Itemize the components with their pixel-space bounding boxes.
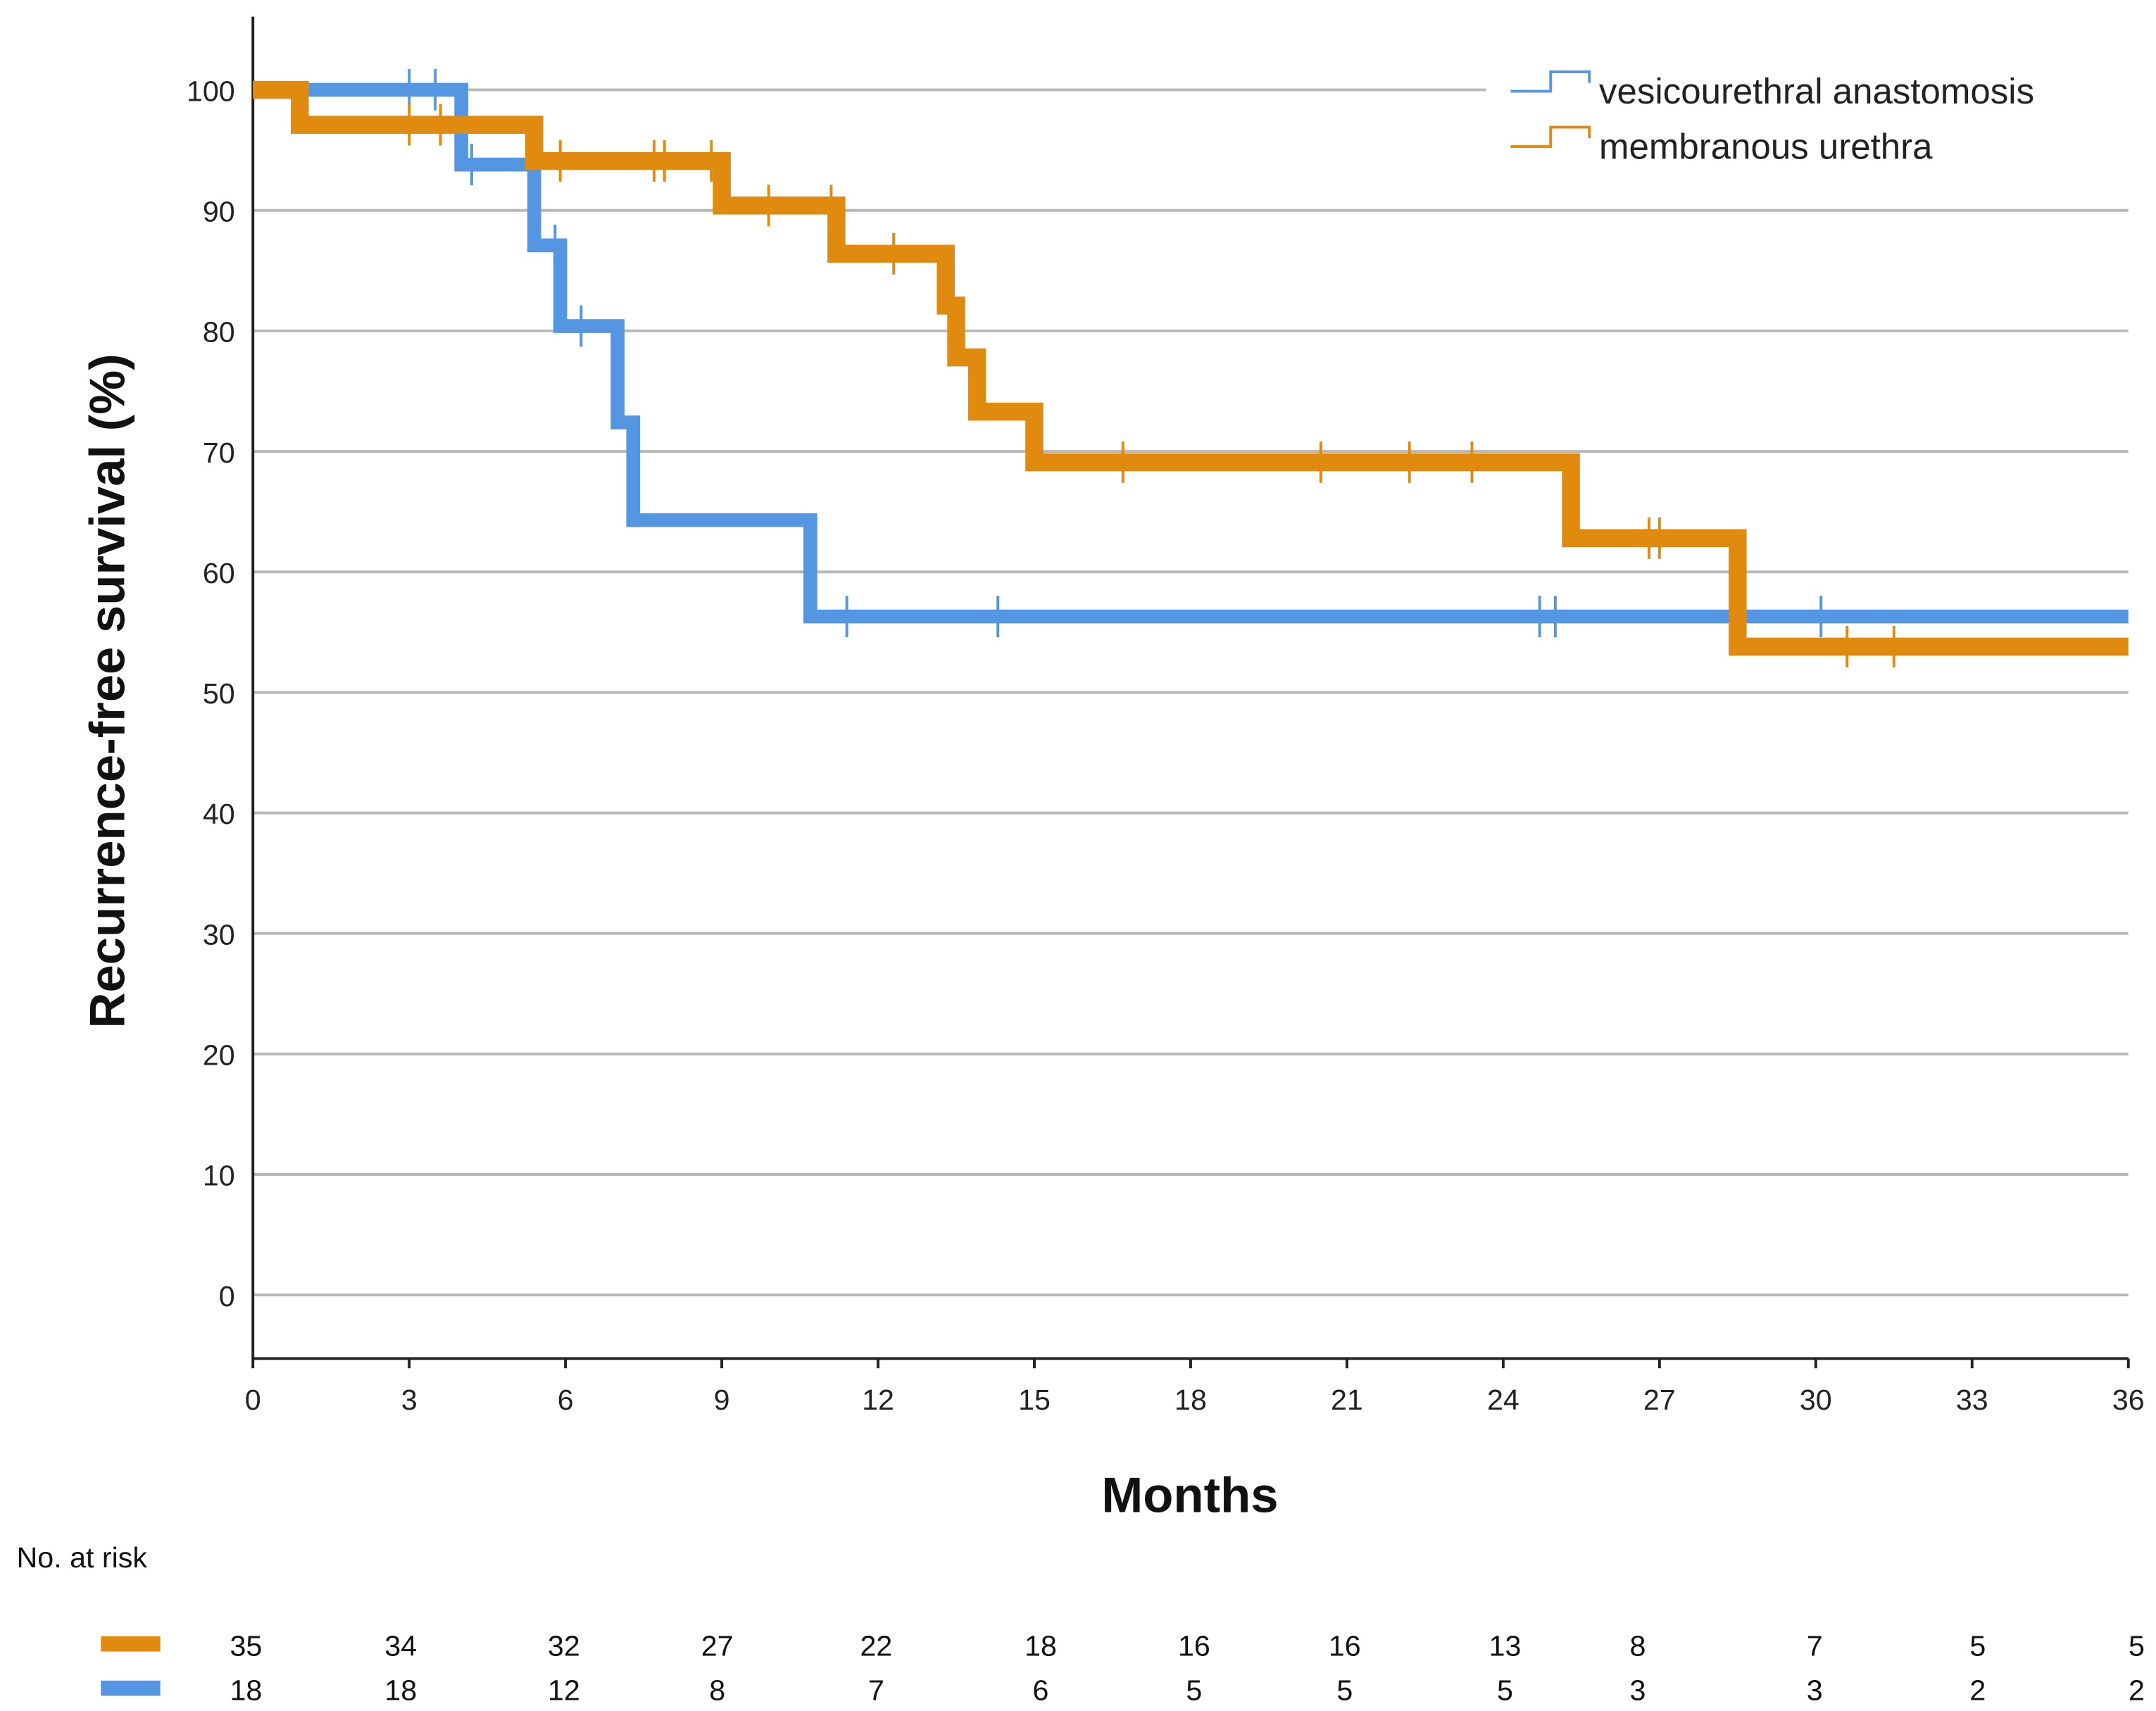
- y-tick-label: 100: [187, 75, 235, 107]
- risk-count: 3: [1629, 1674, 1646, 1706]
- risk-count: 18: [1024, 1629, 1057, 1662]
- risk-count: 5: [2129, 1629, 2145, 1662]
- risk-count: 12: [548, 1674, 580, 1706]
- risk-count: 3: [1807, 1674, 1823, 1706]
- x-tick-label: 18: [1174, 1384, 1207, 1416]
- risk-count: 2: [1969, 1674, 1986, 1706]
- x-tick-label: 30: [1800, 1384, 1832, 1416]
- x-tick-label: 6: [558, 1384, 574, 1416]
- y-tick-label: 10: [203, 1160, 235, 1192]
- risk-count: 6: [1033, 1674, 1049, 1706]
- risk-count: 13: [1489, 1629, 1522, 1662]
- legend-label: membranous urethra: [1599, 127, 1933, 167]
- y-tick-label: 0: [219, 1280, 235, 1312]
- survival-curves: [253, 69, 2129, 668]
- x-tick-label: 0: [245, 1384, 261, 1416]
- risk-count: 16: [1329, 1629, 1361, 1662]
- risk-count: 16: [1178, 1629, 1210, 1662]
- risk-count: 8: [709, 1674, 725, 1706]
- survival-curve-membranous: [253, 80, 2129, 656]
- risk-count: 8: [1629, 1629, 1646, 1662]
- x-tick-label: 21: [1331, 1384, 1363, 1416]
- x-axis-label: Months: [1101, 1467, 1278, 1522]
- gridlines: [253, 88, 2129, 1297]
- risk-count: 32: [548, 1629, 580, 1662]
- risk-table: 35 34 32 27 22 18 16 16 13 8 7 5 518 18 12 8 7 6 5 5 5 3 3 2 2: [101, 1629, 2145, 1706]
- y-tick-label: 30: [203, 918, 235, 951]
- x-tick-label: 15: [1018, 1384, 1051, 1416]
- risk-count: 27: [701, 1629, 734, 1662]
- risk-count: 5: [1969, 1629, 1986, 1662]
- risk-count: 18: [384, 1674, 417, 1706]
- risk-count: 35: [230, 1629, 262, 1662]
- legend: vesicourethral anastomosis membranous ure…: [1510, 70, 2034, 167]
- y-tick-label: 20: [203, 1039, 235, 1072]
- legend-label: vesicourethral anastomosis: [1599, 71, 2034, 111]
- risk-table-title: No. at risk: [17, 1541, 148, 1574]
- risk-count: 5: [1186, 1674, 1202, 1706]
- risk-count: 34: [384, 1629, 417, 1662]
- y-tick-label: 80: [203, 316, 235, 349]
- risk-count: 2: [2129, 1674, 2145, 1706]
- x-tick-label: 9: [714, 1384, 730, 1416]
- x-tick-label: 36: [2112, 1384, 2145, 1416]
- y-tick-label: 40: [203, 798, 235, 830]
- risk-row-swatch: [101, 1680, 161, 1696]
- risk-count: 7: [1807, 1629, 1823, 1662]
- y-tick-label: 60: [203, 557, 235, 589]
- risk-count: 22: [860, 1629, 893, 1662]
- y-tick-label: 70: [203, 437, 235, 469]
- survival-curve-vesicourethral: [253, 82, 2129, 624]
- x-tick-label: 33: [1956, 1384, 1988, 1416]
- risk-count: 7: [868, 1674, 884, 1706]
- x-tick-label: 24: [1487, 1384, 1519, 1416]
- risk-count: 5: [1336, 1674, 1353, 1706]
- legend-swatch: [1510, 70, 1591, 93]
- y-tick-label: 90: [203, 195, 235, 227]
- x-tick-label: 27: [1643, 1384, 1676, 1416]
- x-tick-label: 12: [862, 1384, 894, 1416]
- risk-row-swatch: [101, 1636, 161, 1652]
- risk-count: 18: [230, 1674, 262, 1706]
- risk-count: 5: [1497, 1674, 1513, 1706]
- legend-swatch: [1510, 125, 1591, 149]
- y-axis-label: Recurrence-free survival (%): [80, 353, 135, 1028]
- x-tick-label: 3: [401, 1384, 418, 1416]
- y-tick-label: 50: [203, 677, 235, 710]
